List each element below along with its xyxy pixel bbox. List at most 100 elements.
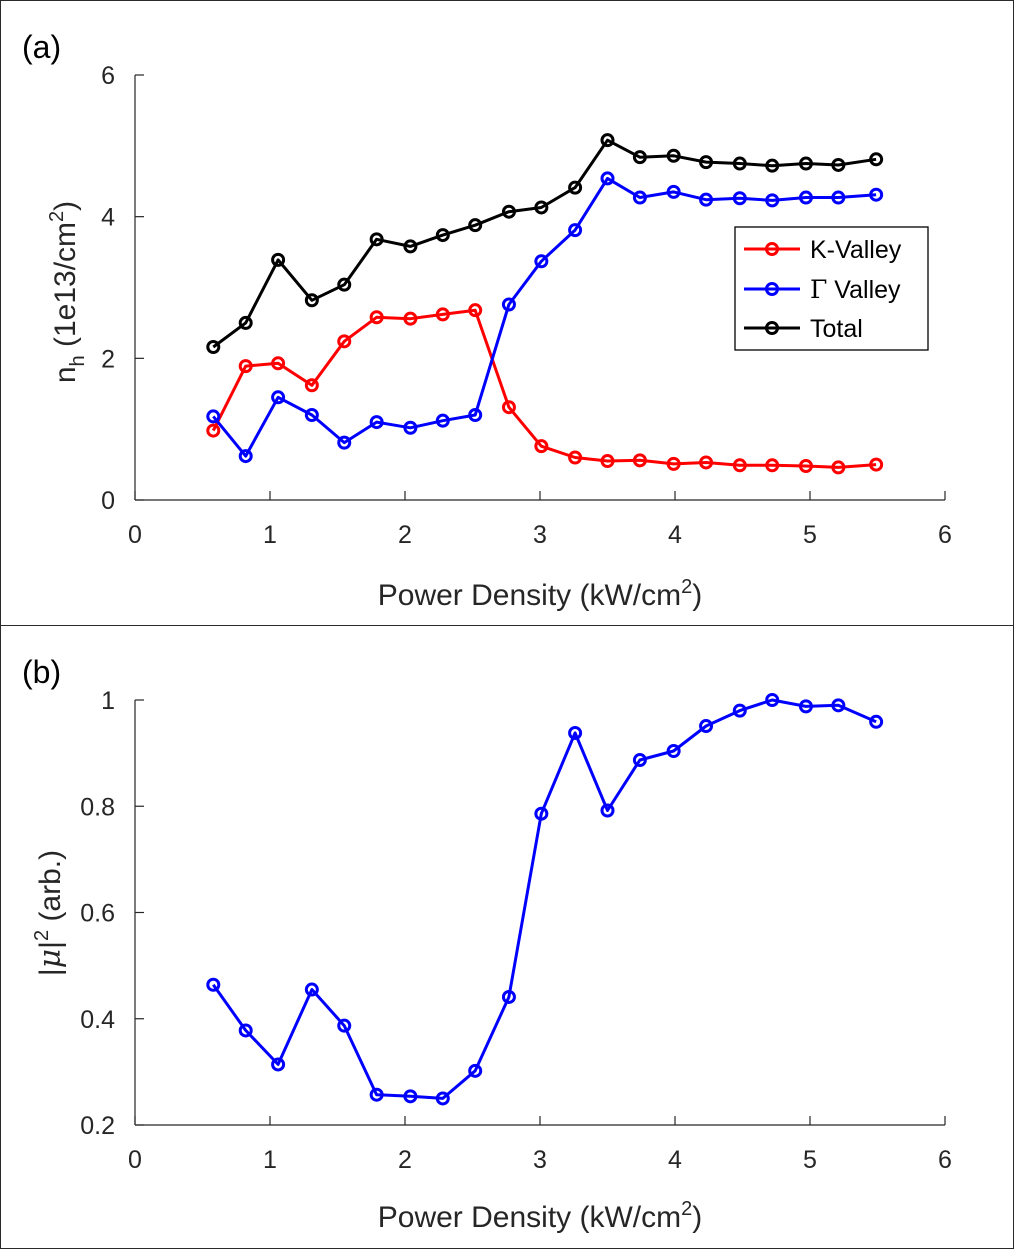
y-tick-label: 1 [101, 687, 115, 715]
data-point-series-b [271, 1057, 286, 1072]
legend-item-k-valley: K-Valley [744, 236, 902, 264]
data-point-k-valley [699, 455, 714, 470]
data-point-total [238, 315, 253, 330]
series-line-series-b [212, 698, 877, 1100]
legend-marker-total [765, 321, 779, 335]
y-tick-label: 4 [101, 204, 115, 232]
data-point-total [337, 277, 352, 292]
y-tick-label: 0.4 [80, 1006, 115, 1034]
data-point-valley [798, 190, 813, 205]
data-point-series-b [869, 714, 884, 729]
data-point-k-valley [337, 334, 352, 349]
series-line-total [212, 138, 877, 349]
data-point-k-valley [765, 458, 780, 473]
data-point-total [600, 133, 615, 148]
data-point-valley [304, 408, 319, 422]
x-axis-label-b: Power Density (kW/cm2) [378, 1198, 703, 1234]
data-point-series-b [765, 693, 780, 707]
legend-item-total: Total [744, 315, 863, 343]
y-axis-label-b: |μ|2 (arb.) [31, 850, 68, 976]
data-point-k-valley [206, 423, 221, 438]
data-point-total [403, 239, 418, 254]
x-tick-label: 3 [533, 1146, 547, 1174]
panel-label-b: (b) [22, 654, 61, 690]
data-point-k-valley [271, 356, 286, 371]
data-point-k-valley [501, 400, 516, 415]
legend-marker-k-valley [765, 242, 779, 256]
data-point-k-valley [732, 458, 747, 473]
x-tick-label: 3 [533, 521, 547, 549]
data-point-valley [206, 409, 221, 424]
legend-marker-gamma-valley [765, 282, 779, 296]
data-point-k-valley [468, 303, 483, 318]
y-tick-label: 0.2 [80, 1112, 115, 1140]
data-point-series-b [666, 744, 681, 758]
data-point-total [468, 218, 483, 233]
data-point-k-valley [304, 378, 319, 393]
data-point-valley [403, 420, 418, 435]
series-line-k-valley [211, 308, 877, 469]
data-point-valley [369, 415, 384, 430]
data-point-valley [337, 435, 352, 450]
data-point-series-b [206, 977, 221, 992]
data-point-series-b [699, 719, 714, 734]
data-point-k-valley [666, 456, 681, 471]
x-tick-label: 4 [668, 521, 682, 549]
x-tick-label: 5 [803, 521, 817, 549]
data-point-valley [632, 190, 647, 205]
data-point-k-valley [403, 311, 418, 326]
x-tick-label: 5 [803, 1146, 817, 1174]
data-point-total [831, 157, 846, 172]
data-point-total [568, 180, 583, 195]
data-point-valley [831, 190, 846, 205]
legend-label-k-valley: K-Valley [810, 236, 902, 264]
data-point-total [206, 340, 221, 354]
data-point-total [732, 156, 747, 171]
data-point-total [435, 228, 450, 243]
data-point-series-b [468, 1063, 483, 1078]
x-tick-label: 1 [263, 1146, 277, 1174]
data-point-total [869, 152, 884, 167]
data-point-valley [765, 193, 780, 208]
x-tick-label: 2 [398, 521, 412, 549]
data-point-series-b [568, 725, 583, 740]
series-line-valley [212, 176, 877, 458]
data-point-k-valley [831, 460, 846, 475]
series-valley [206, 171, 884, 464]
data-point-k-valley [435, 307, 450, 322]
data-point-series-b [369, 1087, 384, 1102]
plot-area-b: 0 1 2 3 4 5 6 0.2 0.4 0.6 0.8 1 [80, 687, 952, 1174]
data-point-valley [271, 390, 286, 405]
y-tick-label: 0.8 [80, 793, 115, 821]
x-tick-label: 6 [938, 1146, 952, 1174]
data-point-series-b [732, 703, 747, 718]
legend-a: K-Valley Γ Valley Total [734, 226, 929, 351]
data-point-total [632, 150, 647, 165]
data-point-k-valley [632, 453, 647, 468]
x-tick-label: 2 [398, 1146, 412, 1174]
data-point-total [765, 158, 780, 173]
x-tick-label: 0 [128, 521, 142, 549]
x-axis-label-a: Power Density (kW/cm2) [378, 576, 703, 612]
data-point-series-b [600, 803, 615, 818]
data-point-valley [468, 408, 483, 422]
data-point-valley [869, 187, 884, 202]
y-tick-label: 0 [101, 487, 115, 515]
y-tick-label: 6 [101, 62, 115, 90]
data-point-total [666, 148, 681, 163]
data-point-valley [666, 184, 681, 199]
data-point-k-valley [600, 454, 615, 469]
data-point-series-b [501, 989, 516, 1004]
data-point-k-valley [534, 439, 549, 454]
data-point-total [369, 232, 384, 247]
legend-label-gamma-valley: Γ Valley [810, 275, 901, 304]
data-point-series-b [632, 753, 647, 768]
legend-item-gamma-valley: Γ Valley [744, 275, 901, 304]
y-axis-label-a: nh (1e13/cm2) [46, 201, 89, 383]
data-point-k-valley [869, 457, 884, 472]
data-point-total [699, 155, 714, 170]
plot-area-a: 0 1 2 3 4 5 6 0 2 4 6 [101, 62, 952, 549]
data-point-valley [600, 171, 615, 186]
data-point-total [501, 204, 516, 219]
